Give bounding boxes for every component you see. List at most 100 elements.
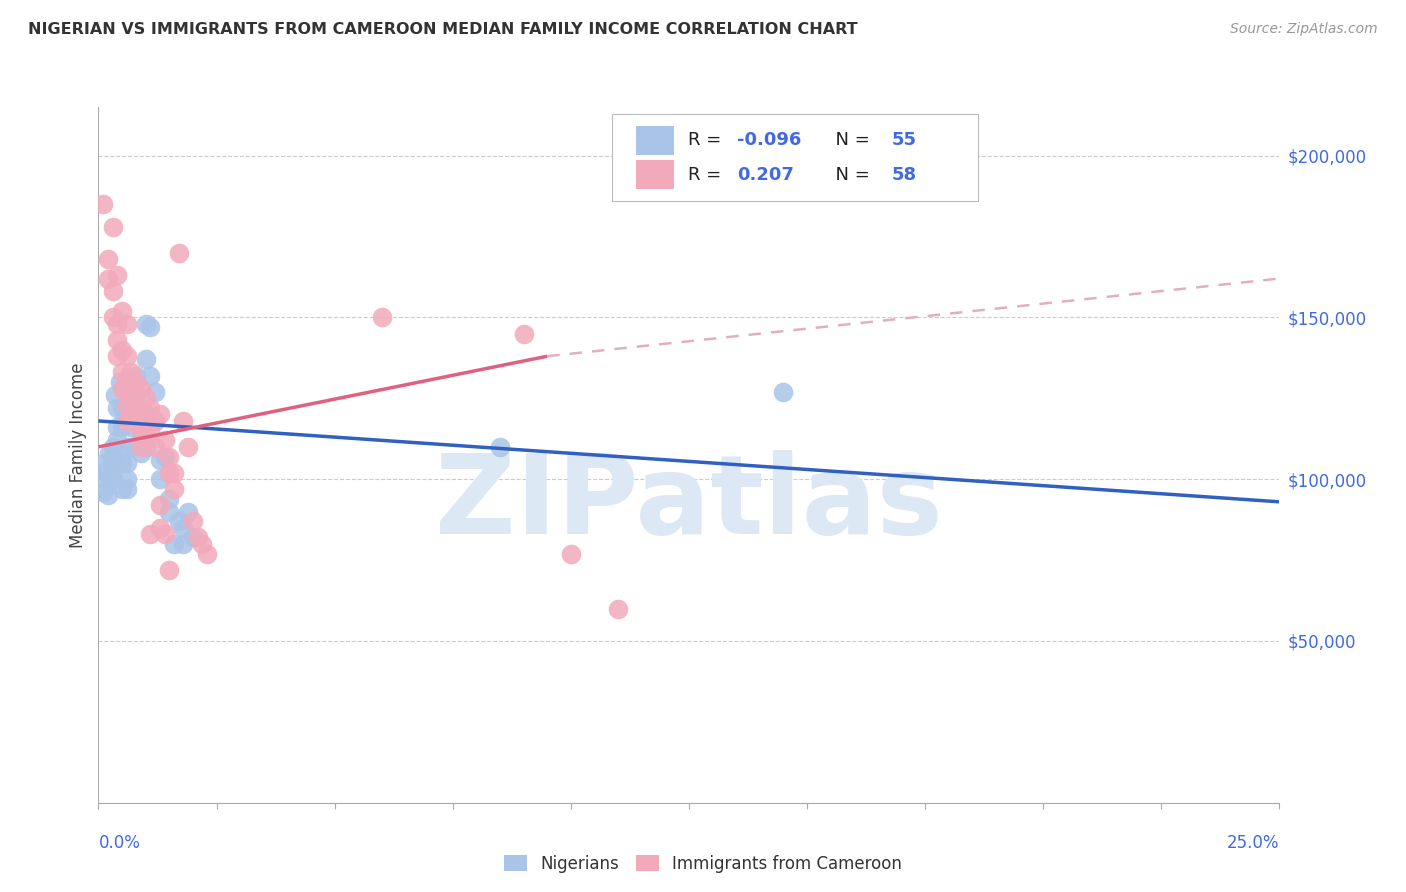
Point (125, 388, 148, 402)
Point (195, 547, 218, 561)
Text: 0.0%: 0.0% (98, 834, 141, 852)
Point (135, 317, 157, 331)
Point (98, 472, 121, 486)
Point (157, 563, 180, 577)
Point (153, 527, 176, 541)
Point (111, 343, 134, 357)
Bar (636, 126, 673, 155)
Point (135, 430, 157, 444)
Point (149, 408, 172, 422)
Point (143, 384, 166, 399)
Point (143, 414, 166, 428)
Point (115, 414, 138, 428)
Point (111, 382, 134, 396)
Point (149, 498, 172, 512)
Point (94, 466, 117, 480)
Point (129, 434, 152, 448)
Text: 55: 55 (891, 131, 917, 150)
Point (111, 420, 134, 434)
Point (115, 456, 138, 470)
Point (97, 462, 120, 476)
Point (129, 446, 152, 460)
Point (187, 531, 209, 545)
Point (115, 398, 138, 412)
Y-axis label: Median Family Income: Median Family Income (69, 362, 87, 548)
Point (97, 488, 120, 502)
Point (153, 450, 176, 464)
Point (101, 285, 124, 299)
Point (105, 420, 128, 434)
Point (139, 424, 162, 438)
Text: Source: ZipAtlas.com: Source: ZipAtlas.com (1230, 22, 1378, 37)
Point (135, 414, 157, 428)
Point (91, 472, 114, 486)
Point (772, 384, 794, 399)
Text: 0.207: 0.207 (737, 166, 794, 184)
Point (167, 514, 190, 528)
Point (115, 349, 138, 363)
Point (167, 245, 190, 260)
Point (157, 450, 180, 464)
Point (93, 456, 115, 470)
Point (111, 304, 134, 318)
Point (371, 310, 394, 325)
Point (105, 268, 128, 283)
Point (177, 440, 200, 454)
Point (101, 440, 124, 454)
Point (149, 521, 172, 535)
Point (101, 459, 124, 474)
Point (125, 414, 148, 428)
Point (191, 537, 214, 551)
Text: -0.096: -0.096 (737, 131, 801, 150)
Text: R =: R = (688, 166, 733, 184)
Point (115, 317, 138, 331)
Point (105, 317, 128, 331)
Point (172, 521, 194, 535)
Point (143, 414, 166, 428)
Point (105, 333, 128, 347)
Text: R =: R = (688, 131, 727, 150)
Point (135, 408, 157, 422)
Point (143, 440, 166, 454)
Point (111, 401, 134, 415)
Point (163, 466, 186, 480)
Point (181, 514, 204, 528)
Point (489, 440, 512, 454)
Point (121, 401, 143, 415)
Point (139, 320, 162, 334)
Text: NIGERIAN VS IMMIGRANTS FROM CAMEROON MEDIAN FAMILY INCOME CORRELATION CHART: NIGERIAN VS IMMIGRANTS FROM CAMEROON MED… (28, 22, 858, 37)
Point (125, 368, 148, 383)
Point (105, 349, 128, 363)
Point (135, 440, 157, 454)
Point (115, 375, 138, 389)
Point (105, 401, 128, 415)
Point (97, 252, 120, 267)
Point (177, 504, 200, 518)
Point (135, 352, 157, 367)
Point (139, 368, 162, 383)
Point (121, 408, 143, 422)
Point (157, 504, 180, 518)
Point (149, 472, 172, 486)
Point (111, 482, 134, 496)
Point (135, 392, 157, 406)
Point (560, 547, 582, 561)
Point (153, 434, 176, 448)
Point (115, 482, 138, 496)
FancyBboxPatch shape (612, 114, 979, 201)
Point (101, 450, 124, 464)
Point (101, 472, 124, 486)
Point (121, 365, 143, 379)
Point (125, 401, 148, 415)
Point (139, 401, 162, 415)
Point (149, 452, 172, 467)
Point (101, 219, 124, 234)
Point (112, 414, 135, 428)
Point (129, 382, 152, 396)
Point (607, 601, 630, 615)
Point (101, 310, 124, 325)
Point (121, 440, 143, 454)
Point (111, 365, 134, 379)
Point (157, 491, 180, 506)
Point (115, 440, 138, 454)
